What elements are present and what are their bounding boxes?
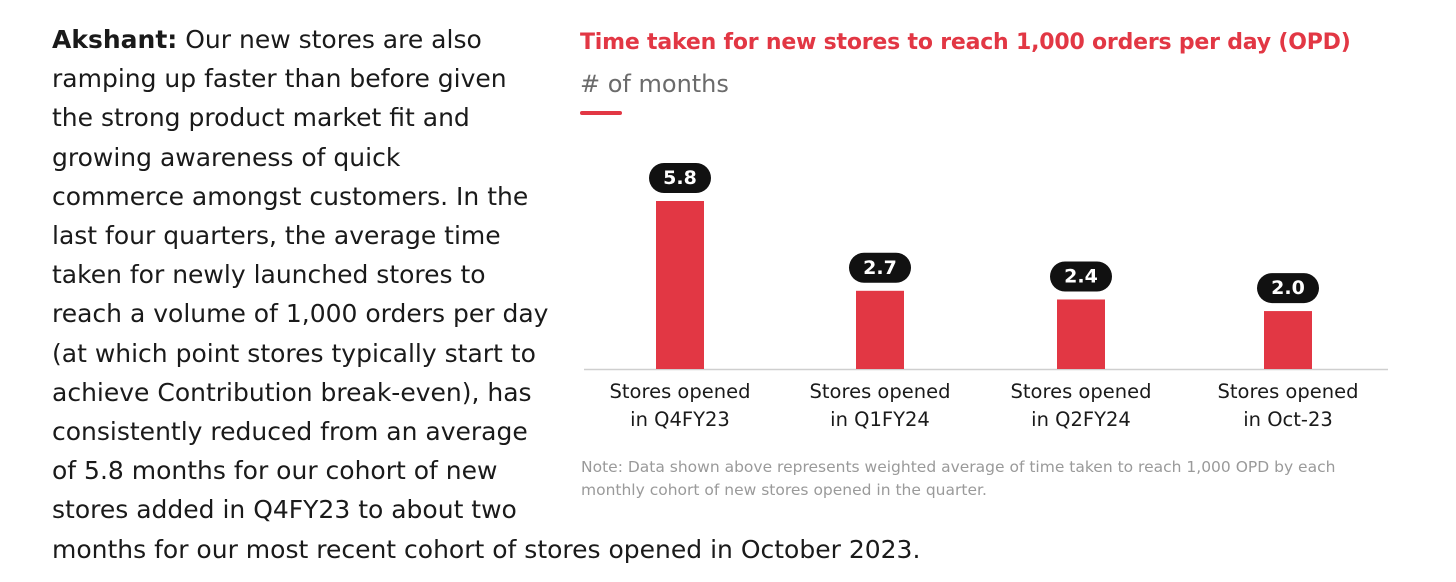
paragraph-line: consistently reduced from an average [52,417,528,446]
paragraph-line: commerce amongst customers. In the [52,182,529,211]
paragraph-line: (at which point stores typically start t… [52,339,536,368]
paragraph-text: Our new stores are also [177,25,482,54]
paragraph-line: months for our most recent cohort of sto… [52,535,921,564]
data-label: 2.4 [1064,265,1098,287]
paragraph-line: growing awareness of quick [52,143,401,172]
paragraph-line: the strong product market fit and [52,103,470,132]
x-tick-label: in Q1FY24 [830,408,930,431]
paragraph-line: taken for newly launched stores to [52,260,486,289]
speaker-name: Akshant: [52,25,178,54]
bar [1264,311,1312,369]
bar [656,201,704,369]
bar-chart: 5.8 Stores opened in Q4FY23 2.7 Stores opene… [584,163,1388,431]
chart-panel: Time taken for new stores to reach 1,000… [560,0,1440,520]
data-label-badge [1050,261,1112,292]
paragraph-line: stores added in Q4FY23 to about two [52,495,517,524]
x-tick-label: in Oct-23 [1243,408,1333,431]
paragraph-line: reach a volume of 1,000 orders per day [52,299,549,328]
x-tick-label: in Q2FY24 [1031,408,1131,431]
bar [1057,299,1105,369]
title-underline [580,111,622,115]
x-tick-label: in Q4FY23 [630,408,730,431]
data-label-badge [649,163,711,193]
paragraph-line: ramping up faster than before given [52,64,507,93]
bar [856,290,904,369]
paragraph-line-1: Akshant: Our new stores are also [52,20,482,59]
x-tick-label: Stores opened [1218,380,1359,403]
chart-note: Note: Data shown above represents weight… [581,458,1336,499]
x-tick-label: Stores opened [610,380,751,403]
data-label-badge [1257,273,1319,304]
data-label: 2.0 [1271,277,1305,299]
data-label: 5.8 [663,167,697,189]
chart-title: Time taken for new stores to reach 1,000… [580,30,1351,55]
chart-subtitle: # of months [580,70,729,98]
x-tick-label: Stores opened [810,380,951,403]
data-label: 2.7 [863,257,897,279]
data-label-badge [849,252,911,283]
paragraph-line: last four quarters, the average time [52,221,501,250]
paragraph-line: achieve Contribution break-even), has [52,378,532,407]
paragraph-line: of 5.8 months for our cohort of new [52,456,498,485]
x-tick-label: Stores opened [1011,380,1152,403]
